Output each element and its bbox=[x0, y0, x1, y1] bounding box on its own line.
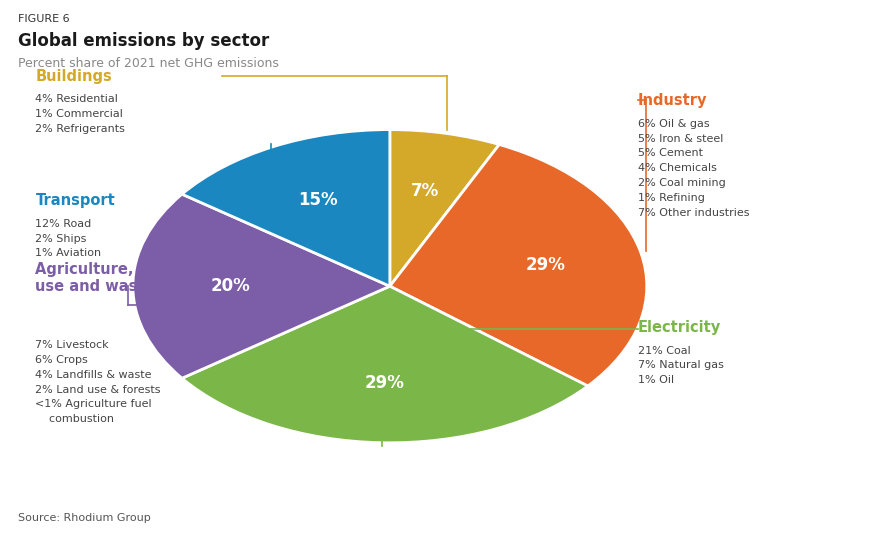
Wedge shape bbox=[182, 130, 390, 286]
Wedge shape bbox=[390, 145, 647, 386]
Text: Electricity: Electricity bbox=[638, 320, 721, 335]
Text: Industry: Industry bbox=[638, 93, 707, 108]
Text: Agriculture, land
use and waste: Agriculture, land use and waste bbox=[35, 262, 175, 294]
Text: 20%: 20% bbox=[211, 277, 251, 295]
Text: 6% Oil & gas
5% Iron & steel
5% Cement
4% Chemicals
2% Coal mining
1% Refining
7: 6% Oil & gas 5% Iron & steel 5% Cement 4… bbox=[638, 119, 750, 218]
Text: 29%: 29% bbox=[525, 256, 565, 274]
Text: 21% Coal
7% Natural gas
1% Oil: 21% Coal 7% Natural gas 1% Oil bbox=[638, 346, 724, 385]
Text: 12% Road
2% Ships
1% Aviation: 12% Road 2% Ships 1% Aviation bbox=[35, 219, 102, 258]
Text: 7% Livestock
6% Crops
4% Landfills & waste
2% Land use & forests
<1% Agriculture: 7% Livestock 6% Crops 4% Landfills & was… bbox=[35, 340, 161, 424]
Text: Transport: Transport bbox=[35, 193, 115, 208]
Text: Percent share of 2021 net GHG emissions: Percent share of 2021 net GHG emissions bbox=[18, 57, 278, 70]
Wedge shape bbox=[390, 130, 499, 286]
Text: FIGURE 6: FIGURE 6 bbox=[18, 14, 69, 24]
Wedge shape bbox=[133, 194, 390, 378]
Text: 4% Residential
1% Commercial
2% Refrigerants: 4% Residential 1% Commercial 2% Refriger… bbox=[35, 94, 125, 134]
Text: Buildings: Buildings bbox=[35, 69, 113, 84]
Text: Global emissions by sector: Global emissions by sector bbox=[18, 32, 269, 50]
Text: 29%: 29% bbox=[365, 374, 405, 392]
Wedge shape bbox=[182, 286, 587, 443]
Text: Source: Rhodium Group: Source: Rhodium Group bbox=[18, 512, 151, 523]
Text: 15%: 15% bbox=[298, 191, 338, 208]
Text: 7%: 7% bbox=[410, 183, 439, 200]
